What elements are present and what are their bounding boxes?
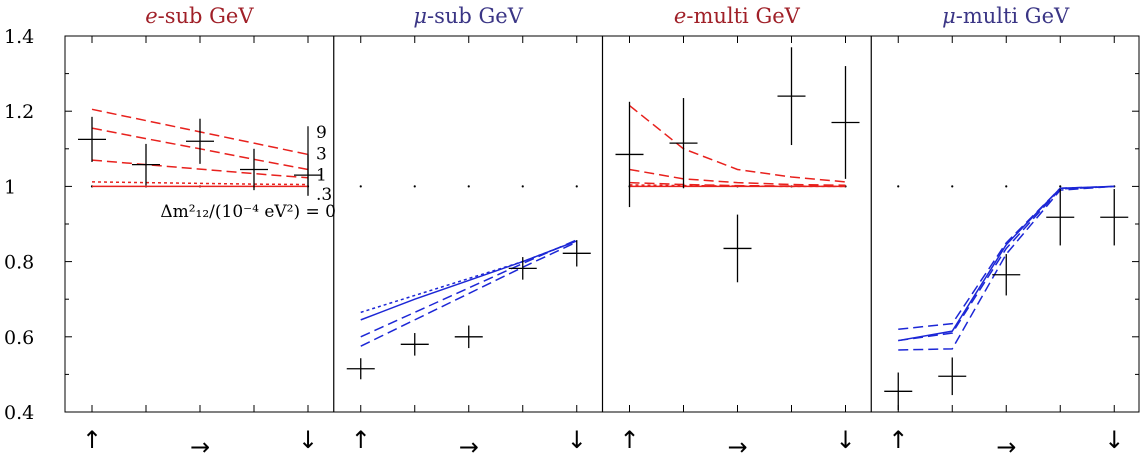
panel-title-flavor: e: [145, 4, 157, 28]
reference-dot: [575, 185, 578, 188]
curve-label: 1: [316, 165, 327, 185]
direction-arrow: →: [190, 433, 210, 461]
curve-parameter-formula: Δm²₁₂/(10⁻⁴ eV²) = 0: [160, 202, 336, 222]
y-tick-label: 0.6: [4, 327, 34, 349]
y-tick-label: 0.8: [4, 252, 34, 274]
direction-arrow: ↓: [835, 426, 855, 454]
direction-arrow: ↓: [1104, 426, 1124, 454]
curve-3: [629, 168, 846, 187]
panel-title: μ-multi GeV: [942, 4, 1070, 28]
panel-title-flavor: e: [674, 4, 686, 28]
panel-3: e-multi GeV ↑ → ↓: [615, 4, 860, 461]
curve-dash1: [360, 239, 578, 338]
reference-dot: [1059, 185, 1062, 188]
direction-arrow: ↑: [619, 426, 639, 454]
curve-dot: [360, 240, 578, 314]
curve-dash3: [898, 185, 1115, 351]
curve-.3: [91, 181, 309, 186]
curve-solid: [360, 240, 578, 321]
direction-arrow: ↑: [82, 426, 102, 454]
panel-title-sample: -multi GeV: [956, 4, 1070, 28]
reference-dot: [951, 185, 954, 188]
panel-title-sample: -sub GeV: [158, 4, 255, 28]
panel-title-flavor: μ: [413, 4, 427, 28]
curve-dash2: [360, 241, 578, 347]
curve-label: .3: [316, 185, 332, 205]
panel-title: μ-sub GeV: [413, 4, 523, 28]
curve-label: 9: [316, 123, 327, 143]
reference-dot: [521, 185, 524, 188]
direction-arrow: →: [996, 433, 1016, 461]
reference-dot: [897, 185, 900, 188]
direction-arrow: ↓: [298, 426, 318, 454]
y-tick-label: 1.2: [4, 101, 34, 123]
direction-arrow: →: [459, 433, 479, 461]
reference-dot: [467, 185, 470, 188]
panel-4: μ-multi GeV ↑ → ↓: [884, 4, 1129, 461]
y-tick-label: 1: [4, 176, 16, 198]
panel-title-flavor: μ: [942, 4, 956, 28]
panel-2: μ-sub GeV ↑ → ↓: [346, 4, 591, 461]
curve-dash2: [898, 185, 1115, 342]
reference-dot: [413, 185, 416, 188]
reference-dot: [1005, 185, 1008, 188]
y-tick-label: 0.4: [4, 402, 34, 424]
direction-arrow: ↓: [567, 426, 587, 454]
panel-title-sample: -multi GeV: [686, 4, 800, 28]
panel-title: e-sub GeV: [145, 4, 254, 28]
curve-label: 3: [316, 145, 327, 165]
y-tick-label: 1.4: [4, 26, 34, 48]
panel-title-sample: -sub GeV: [427, 4, 524, 28]
panel-title: e-multi GeV: [674, 4, 801, 28]
reference-dot: [359, 185, 362, 188]
curve-dash1: [898, 185, 1115, 331]
direction-arrow: →: [727, 433, 747, 461]
curve-9: [629, 104, 846, 183]
direction-arrow: ↑: [888, 426, 908, 454]
direction-arrow: ↑: [351, 426, 371, 454]
curve-1: [91, 159, 309, 179]
